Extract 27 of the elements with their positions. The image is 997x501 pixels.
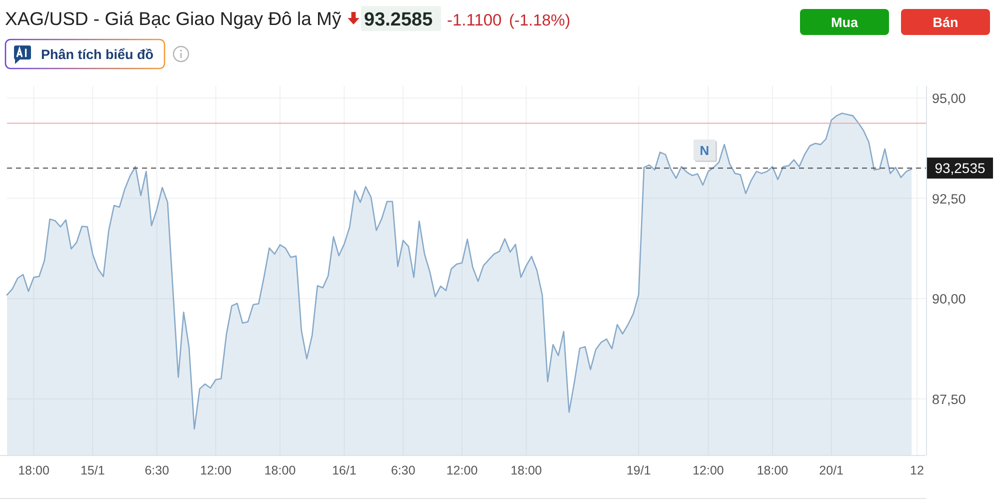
x-tick-label: 18:00 [18, 464, 50, 478]
x-tick-label: 12:00 [692, 464, 724, 478]
ref-line-label: 93,2535 [934, 160, 986, 176]
x-tick-label: 15/1 [80, 464, 105, 478]
y-tick-label: 87,50 [932, 392, 966, 407]
text: Bán [932, 15, 958, 30]
x-tick-label: 12:00 [200, 464, 232, 478]
y-tick-label: 90,00 [932, 292, 966, 307]
x-tick-label: 19/1 [626, 464, 651, 478]
text: (-1.18%) [509, 12, 570, 30]
text: -1.1100 [447, 12, 502, 30]
x-tick-label: 6:30 [144, 464, 170, 478]
chart-title: XAG/USD - Giá Bạc Giao Ngay Đô la Mỹ [5, 8, 342, 29]
x-tick-label: 12 [910, 464, 924, 478]
x-tick-label: 18:00 [510, 464, 542, 478]
x-tick-label: 12:00 [446, 464, 478, 478]
annotation: N [700, 143, 710, 158]
text: Mua [831, 15, 858, 30]
y-tick-label: 95,00 [932, 91, 966, 106]
x-tick-label: 16/1 [332, 464, 356, 478]
text: Phân tích biểu đồ [41, 47, 154, 62]
x-tick-label: 20/1 [819, 464, 844, 478]
x-tick-label: 6:30 [390, 464, 416, 478]
y-tick-label: 92,50 [932, 191, 966, 206]
text: 93.2585 [364, 10, 434, 30]
x-tick-label: 18:00 [264, 464, 296, 478]
x-tick-label: 18:00 [756, 464, 788, 478]
